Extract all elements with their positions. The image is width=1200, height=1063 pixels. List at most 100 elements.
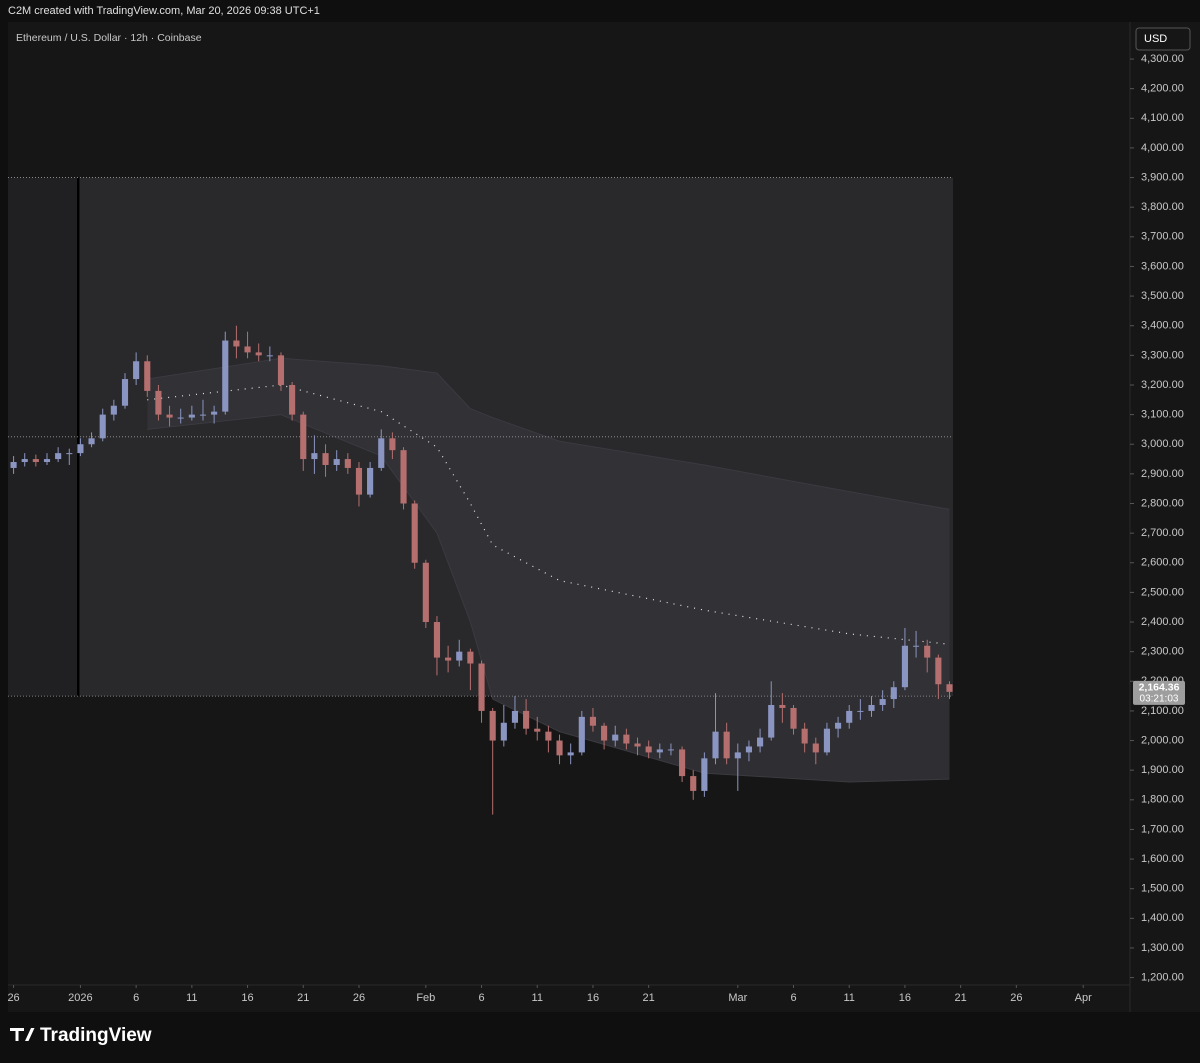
candle-body	[745, 746, 753, 753]
candle-body	[857, 710, 864, 712]
x-tick-label: Feb	[416, 992, 435, 1004]
candle-body	[166, 414, 173, 418]
candle-body	[523, 710, 530, 729]
x-tick-label: 6	[478, 992, 484, 1004]
y-tick-label: 3,700.00	[1141, 231, 1184, 243]
y-tick-label: 3,100.00	[1141, 409, 1184, 421]
candle-body	[656, 749, 663, 753]
y-tick-label: 4,200.00	[1141, 83, 1184, 95]
y-tick-label: 3,600.00	[1141, 260, 1184, 272]
band-fill	[147, 358, 950, 783]
x-tick-label: Apr	[1075, 992, 1092, 1004]
candle-body	[567, 752, 574, 756]
y-tick-label: 2,300.00	[1141, 646, 1184, 658]
candle-body	[723, 731, 730, 759]
candle-body	[367, 467, 374, 495]
y-tick-label: 3,400.00	[1141, 320, 1184, 332]
countdown: 03:21:03	[1140, 693, 1179, 704]
candle-body	[266, 355, 273, 357]
y-tick-label: 1,800.00	[1141, 794, 1184, 806]
candle-body	[155, 390, 162, 415]
candle-body	[534, 728, 541, 732]
x-tick-label: 11	[844, 992, 855, 1004]
y-tick-label: 1,200.00	[1141, 971, 1184, 983]
y-tick-label: 4,300.00	[1141, 53, 1184, 65]
y-tick-label: 3,300.00	[1141, 349, 1184, 361]
candle-body	[378, 438, 385, 468]
candle-body	[177, 417, 184, 419]
candle-body	[790, 707, 797, 729]
logo: TradingView	[10, 1025, 152, 1046]
candle-body	[289, 384, 296, 415]
candle-body	[846, 710, 853, 723]
candle-body	[211, 411, 218, 415]
candle-body	[556, 740, 563, 756]
candle-body	[946, 684, 953, 692]
candle-body	[400, 450, 407, 504]
candle-body	[623, 734, 630, 744]
candle-body	[901, 645, 908, 688]
candle-body	[456, 651, 463, 661]
candle-body	[433, 622, 441, 658]
candle-body	[255, 352, 262, 356]
candle-body	[355, 467, 363, 495]
y-tick-label: 3,000.00	[1141, 438, 1184, 450]
candle-body	[66, 453, 73, 455]
candle-body	[422, 562, 429, 623]
candle-body	[768, 704, 775, 738]
symbol-title: Ethereum / U.S. Dollar · 12h · Coinbase	[16, 32, 202, 44]
y-tick-label: 1,700.00	[1141, 823, 1184, 835]
candle-body	[199, 414, 207, 416]
candle-body	[645, 746, 652, 753]
candle-body	[445, 657, 452, 661]
last-price: 2,164.36	[1139, 682, 1180, 694]
candle-body	[679, 749, 686, 777]
y-tick-label: 1,400.00	[1141, 912, 1184, 924]
x-tick-label: 16	[241, 992, 253, 1004]
candle-body	[188, 414, 195, 418]
candle-body	[489, 710, 496, 741]
candle-body	[779, 704, 786, 708]
candle-body	[88, 438, 95, 445]
candle-body	[712, 731, 719, 759]
candle-body	[77, 444, 84, 454]
currency: USD	[1144, 33, 1167, 45]
candle-body	[133, 361, 140, 380]
candle-body	[757, 737, 764, 747]
candle-body	[10, 462, 17, 468]
candle-body	[43, 459, 51, 463]
candle-body	[244, 346, 251, 353]
candle-body	[99, 414, 106, 439]
candle-body	[233, 340, 240, 347]
y-tick-label: 1,600.00	[1141, 853, 1184, 865]
candle-body	[924, 645, 931, 658]
candle-body	[935, 657, 942, 685]
candle-body	[890, 687, 897, 700]
last-price-box	[1133, 680, 1185, 705]
x-tick-label: 26	[1010, 992, 1022, 1004]
candle-body	[835, 722, 842, 729]
candle-body	[612, 734, 619, 741]
candle-body	[913, 645, 920, 647]
candle-body	[121, 379, 129, 406]
candle-body	[879, 699, 886, 705]
y-tick-label: 1,900.00	[1141, 764, 1184, 776]
candle-body	[32, 459, 39, 463]
candle-body	[545, 731, 552, 741]
x-tick-label: 6	[133, 992, 139, 1004]
candle-body	[601, 725, 608, 741]
logo-text: TradingView	[40, 1025, 152, 1046]
candle-body	[300, 414, 307, 460]
candle-body	[801, 728, 808, 744]
y-tick-label: 2,600.00	[1141, 557, 1184, 569]
candle-body	[667, 749, 675, 751]
candle-body	[55, 453, 62, 460]
x-tick-label: 16	[587, 992, 599, 1004]
candle-body	[311, 453, 318, 460]
y-tick-label: 2,000.00	[1141, 734, 1184, 746]
candle-body	[701, 758, 708, 791]
currency-box	[1135, 27, 1191, 51]
candle-body	[322, 453, 329, 465]
y-tick-label: 2,500.00	[1141, 586, 1184, 598]
y-tick-label: 1,500.00	[1141, 883, 1184, 895]
